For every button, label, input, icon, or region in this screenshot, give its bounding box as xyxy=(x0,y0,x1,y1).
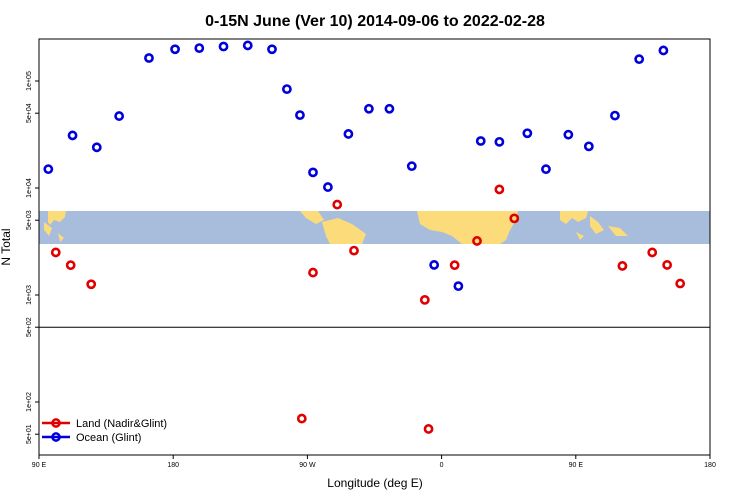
legend-land-marker xyxy=(51,418,61,428)
plot-frame xyxy=(38,38,711,456)
y-axis: 5e+01 1e+02 5e+02 1e+03 5e+03 1e+04 5e+04 1e+05 xyxy=(26,71,39,444)
legend-ocean-label: Ocean (Glint) xyxy=(76,432,141,444)
legend: Land (Nadir&Glint) Ocean (Glint) xyxy=(42,418,167,444)
land-point-5 xyxy=(332,199,343,210)
chart-title: 0-15N June (Ver 10) 2014-09-06 to 2022-0… xyxy=(205,13,545,30)
x-tick-label-3: 0 xyxy=(440,462,444,469)
legend-land-label: Land (Nadir&Glint) xyxy=(76,418,167,430)
x-tick-label-2: 90 W xyxy=(299,462,316,469)
ocean-point-18 xyxy=(429,260,440,270)
ocean-point-7 xyxy=(218,41,229,52)
ocean-point-8 xyxy=(242,40,253,51)
legend-entry-land: Land (Nadir&Glint) xyxy=(42,418,167,430)
ocean-point-0 xyxy=(43,164,54,175)
x-tick-label-1: 180 xyxy=(167,462,179,469)
ocean-point-23 xyxy=(541,164,551,175)
legend-ocean-marker xyxy=(51,432,61,442)
ocean-point-11 xyxy=(295,110,305,121)
ocean-point-4 xyxy=(144,53,154,63)
land-point-0 xyxy=(50,247,61,258)
land-point-11 xyxy=(494,184,505,195)
land-point-6 xyxy=(349,245,359,256)
x-tick-label-0: 90 E xyxy=(32,462,47,469)
ocean-point-9 xyxy=(267,44,277,55)
x-axis-label: Longitude (deg E) xyxy=(327,476,422,490)
x-tick-label-4: 90 E xyxy=(569,462,584,469)
land-point-15 xyxy=(662,260,673,270)
ocean-point-16 xyxy=(384,103,395,114)
ocean-point-26 xyxy=(610,110,620,121)
land-point-1 xyxy=(65,260,76,271)
land-point-8 xyxy=(423,424,434,434)
ocean-point-17 xyxy=(406,161,417,172)
y-tick-label-5: 1e+04 xyxy=(26,178,33,198)
y-axis-label: N Total xyxy=(0,228,13,265)
ocean-point-19 xyxy=(453,281,464,292)
ocean-point-13 xyxy=(323,182,333,192)
land-point-13 xyxy=(617,261,628,271)
ocean-point-24 xyxy=(563,129,574,140)
land-point-2 xyxy=(86,279,97,290)
y-tick-label-2: 5e+02 xyxy=(26,317,33,337)
legend-entry-ocean: Ocean (Glint) xyxy=(42,432,141,444)
land-point-16 xyxy=(675,278,686,289)
ocean-point-14 xyxy=(343,129,354,139)
land-point-10 xyxy=(472,236,482,246)
ocean-point-6 xyxy=(194,43,205,53)
ocean-point-20 xyxy=(475,136,486,146)
land-point-9 xyxy=(449,260,460,271)
y-tick-label-3: 1e+03 xyxy=(26,285,33,305)
y-tick-label-4: 5e+03 xyxy=(26,210,33,230)
ocean-glint-series xyxy=(43,40,669,292)
ocean-point-1 xyxy=(67,130,78,141)
ocean-point-27 xyxy=(634,54,645,65)
ocean-point-5 xyxy=(170,44,180,55)
land-point-14 xyxy=(647,247,658,258)
land-point-4 xyxy=(308,267,318,278)
ocean-point-12 xyxy=(308,167,318,178)
ocean-point-15 xyxy=(364,103,374,114)
ocean-point-2 xyxy=(91,142,102,153)
y-tick-label-1: 1e+02 xyxy=(26,392,33,412)
x-axis: 90 E 180 90 W 0 90 E 180 xyxy=(32,455,716,469)
land-point-12 xyxy=(509,213,520,224)
y-tick-label-7: 1e+05 xyxy=(26,71,33,91)
world-map-strip xyxy=(39,211,710,244)
y-tick-label-0: 5e+01 xyxy=(26,424,33,444)
ocean-point-3 xyxy=(114,111,125,121)
ocean-point-28 xyxy=(658,45,669,56)
land-nadir-glint-series xyxy=(50,184,686,434)
ocean-point-25 xyxy=(583,141,594,152)
ocean-point-10 xyxy=(281,84,292,95)
y-tick-label-6: 5e+04 xyxy=(26,103,33,123)
land-point-3 xyxy=(296,413,307,424)
ocean-point-21 xyxy=(494,136,505,147)
ocean-point-22 xyxy=(522,128,533,139)
x-tick-label-5: 180 xyxy=(704,462,716,469)
land-point-7 xyxy=(419,294,430,305)
